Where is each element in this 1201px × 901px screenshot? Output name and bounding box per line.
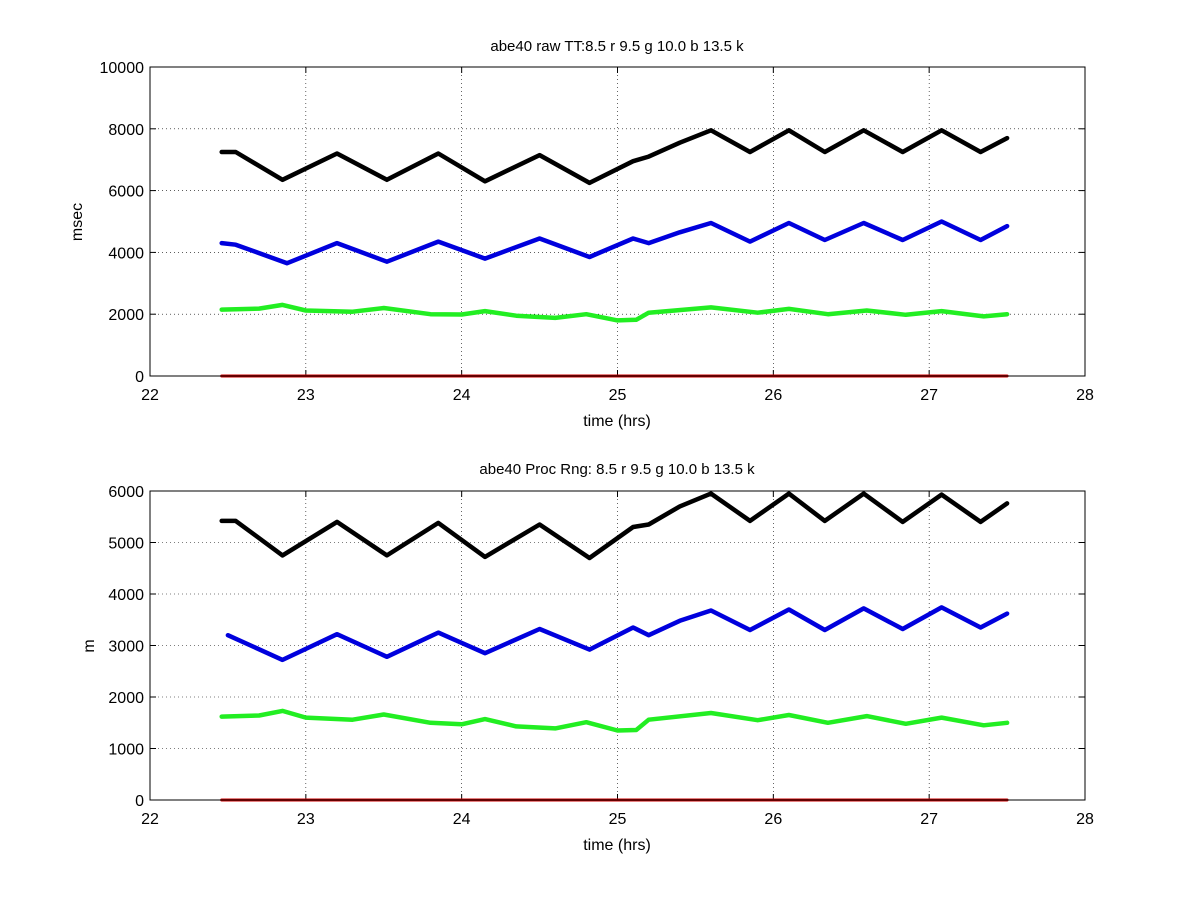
y-tick-label: 0 [135, 793, 144, 810]
chart-title: abe40 Proc Rng: 8.5 r 9.5 g 10.0 b 13.5 … [479, 461, 755, 478]
x-tick-label: 23 [297, 387, 315, 404]
x-axis-ticks: 22 23 24 25 26 27 28 [141, 491, 1094, 828]
y-tick-label: 10000 [100, 60, 145, 77]
x-tick-label: 22 [141, 811, 159, 828]
data-series [219, 491, 1010, 802]
plot-frame [149, 490, 1086, 801]
x-tick-label: 27 [920, 811, 938, 828]
x-tick-label: 28 [1076, 811, 1094, 828]
chart-raw-tt: abe40 raw TT:8.5 r 9.5 g 10.0 b 13.5 k m… [69, 38, 1094, 430]
y-tick-label: 2000 [108, 307, 144, 324]
y-axis-ticks: 0 2000 4000 6000 8000 10000 [100, 60, 1085, 386]
series-line [219, 708, 1010, 733]
chart-title: abe40 raw TT:8.5 r 9.5 g 10.0 b 13.5 k [490, 38, 744, 55]
series-line [225, 605, 1010, 663]
y-tick-label: 4000 [108, 587, 144, 604]
x-tick-label: 24 [453, 387, 471, 404]
x-tick-label: 26 [764, 811, 782, 828]
x-tick-label: 25 [609, 387, 627, 404]
y-tick-label: 3000 [108, 639, 144, 656]
y-tick-label: 6000 [108, 184, 144, 201]
series-line [219, 219, 1010, 266]
chart-proc-rng: abe40 Proc Rng: 8.5 r 9.5 g 10.0 b 13.5 … [81, 461, 1094, 854]
x-tick-label: 23 [297, 811, 315, 828]
x-tick-label: 26 [764, 387, 782, 404]
y-axis-ticks: 0 1000 2000 3000 4000 5000 6000 [108, 484, 1085, 810]
series-line [219, 491, 1010, 561]
x-tick-label: 27 [920, 387, 938, 404]
x-tick-label: 22 [141, 387, 159, 404]
x-tick-label: 25 [609, 811, 627, 828]
y-tick-label: 5000 [108, 536, 144, 553]
data-series [219, 128, 1010, 378]
y-axis-label: msec [69, 203, 86, 241]
y-tick-label: 0 [135, 369, 144, 386]
x-axis-label: time (hrs) [583, 413, 651, 430]
x-tick-label: 28 [1076, 387, 1094, 404]
y-tick-label: 2000 [108, 690, 144, 707]
y-tick-label: 1000 [108, 742, 144, 759]
x-tick-label: 24 [453, 811, 471, 828]
y-axis-label: m [81, 639, 98, 652]
y-tick-label: 8000 [108, 122, 144, 139]
series-line [219, 302, 1010, 323]
y-tick-label: 6000 [108, 484, 144, 501]
x-axis-label: time (hrs) [583, 837, 651, 854]
series-line [219, 128, 1010, 186]
plot-frame [149, 66, 1086, 377]
y-tick-label: 4000 [108, 245, 144, 262]
